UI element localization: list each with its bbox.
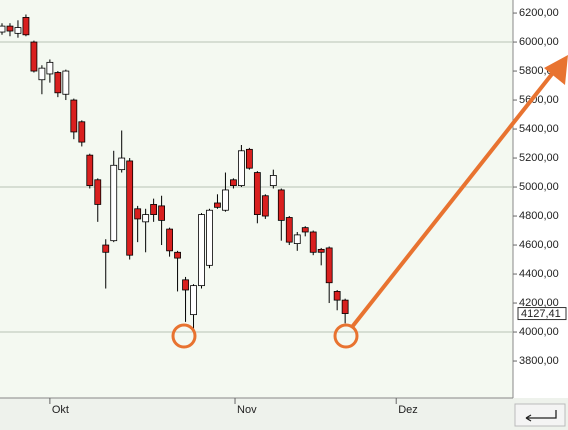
candle-down [317,248,325,253]
last-price-label: 4127,41 [521,308,561,320]
candle-down [78,121,86,143]
y-tick-label: 5400,00 [519,123,559,135]
y-tick-label: 4800,00 [519,210,559,222]
low-marker [333,323,359,349]
candle-up [14,27,22,34]
candle-down [150,204,158,215]
candle-up [206,209,213,266]
candle-down [325,247,333,284]
x-tick-label: Okt [52,404,69,416]
trend-arrow [350,72,554,329]
candle-down [285,217,293,243]
candle-down [166,228,173,252]
low-marker [171,323,197,349]
candle-down [54,72,62,94]
button[interactable] [514,403,566,427]
candle-down [102,244,110,253]
candle-down [245,148,253,169]
y-tick-label: 5000,00 [519,181,559,193]
candle-down [30,41,38,72]
x-axis-panel [0,398,568,430]
candle-down [86,154,94,186]
candle-up [46,61,54,75]
candle-down [126,160,134,256]
candle-down [301,227,309,233]
candle-down [230,179,237,186]
arrow-head [544,55,568,85]
candle-up [269,175,277,186]
reset-button[interactable] [514,403,566,427]
y-tick-label: 6200,00 [519,7,559,19]
candle-up [62,70,70,95]
candle-up [110,164,118,242]
candle-down [309,231,317,253]
candle-down [253,172,261,215]
last-price-box [517,307,567,321]
y-tick-label: 3800,00 [519,355,559,367]
candle-up [198,214,205,287]
candle-up [293,234,301,244]
candle-down [214,202,221,208]
candle-down [341,299,349,314]
candle-down [158,205,166,221]
y-tick-label: 5200,00 [519,152,559,164]
y-tick-label: 5600,00 [519,94,559,106]
candle-down [277,189,285,221]
candles [0,14,349,333]
candle-down [6,25,14,32]
candle-down [261,195,269,217]
candle-down [70,99,78,133]
candle-down [22,16,30,36]
candle-up [142,214,150,223]
annotations [171,55,568,349]
candle-up [222,189,229,211]
button-icon [525,410,557,422]
candle-down [182,279,189,291]
candle-up [118,157,126,171]
x-tick-label: Nov [237,404,257,416]
y-tick-label: 4200,00 [519,297,559,309]
y-tick-label: 6000,00 [519,36,559,48]
y-tick-label: 4600,00 [519,239,559,251]
candle-down [94,179,102,205]
y-tick-label: 4000,00 [519,326,559,338]
candle-down [174,251,181,259]
y-tick-label: 4400,00 [519,268,559,280]
candle-up [237,150,245,186]
candle-up [190,285,197,316]
candle-up [38,67,46,81]
candle-down [333,291,341,301]
candle-up [0,25,6,33]
x-tick-label: Dez [398,404,418,416]
candle-down [134,208,142,220]
